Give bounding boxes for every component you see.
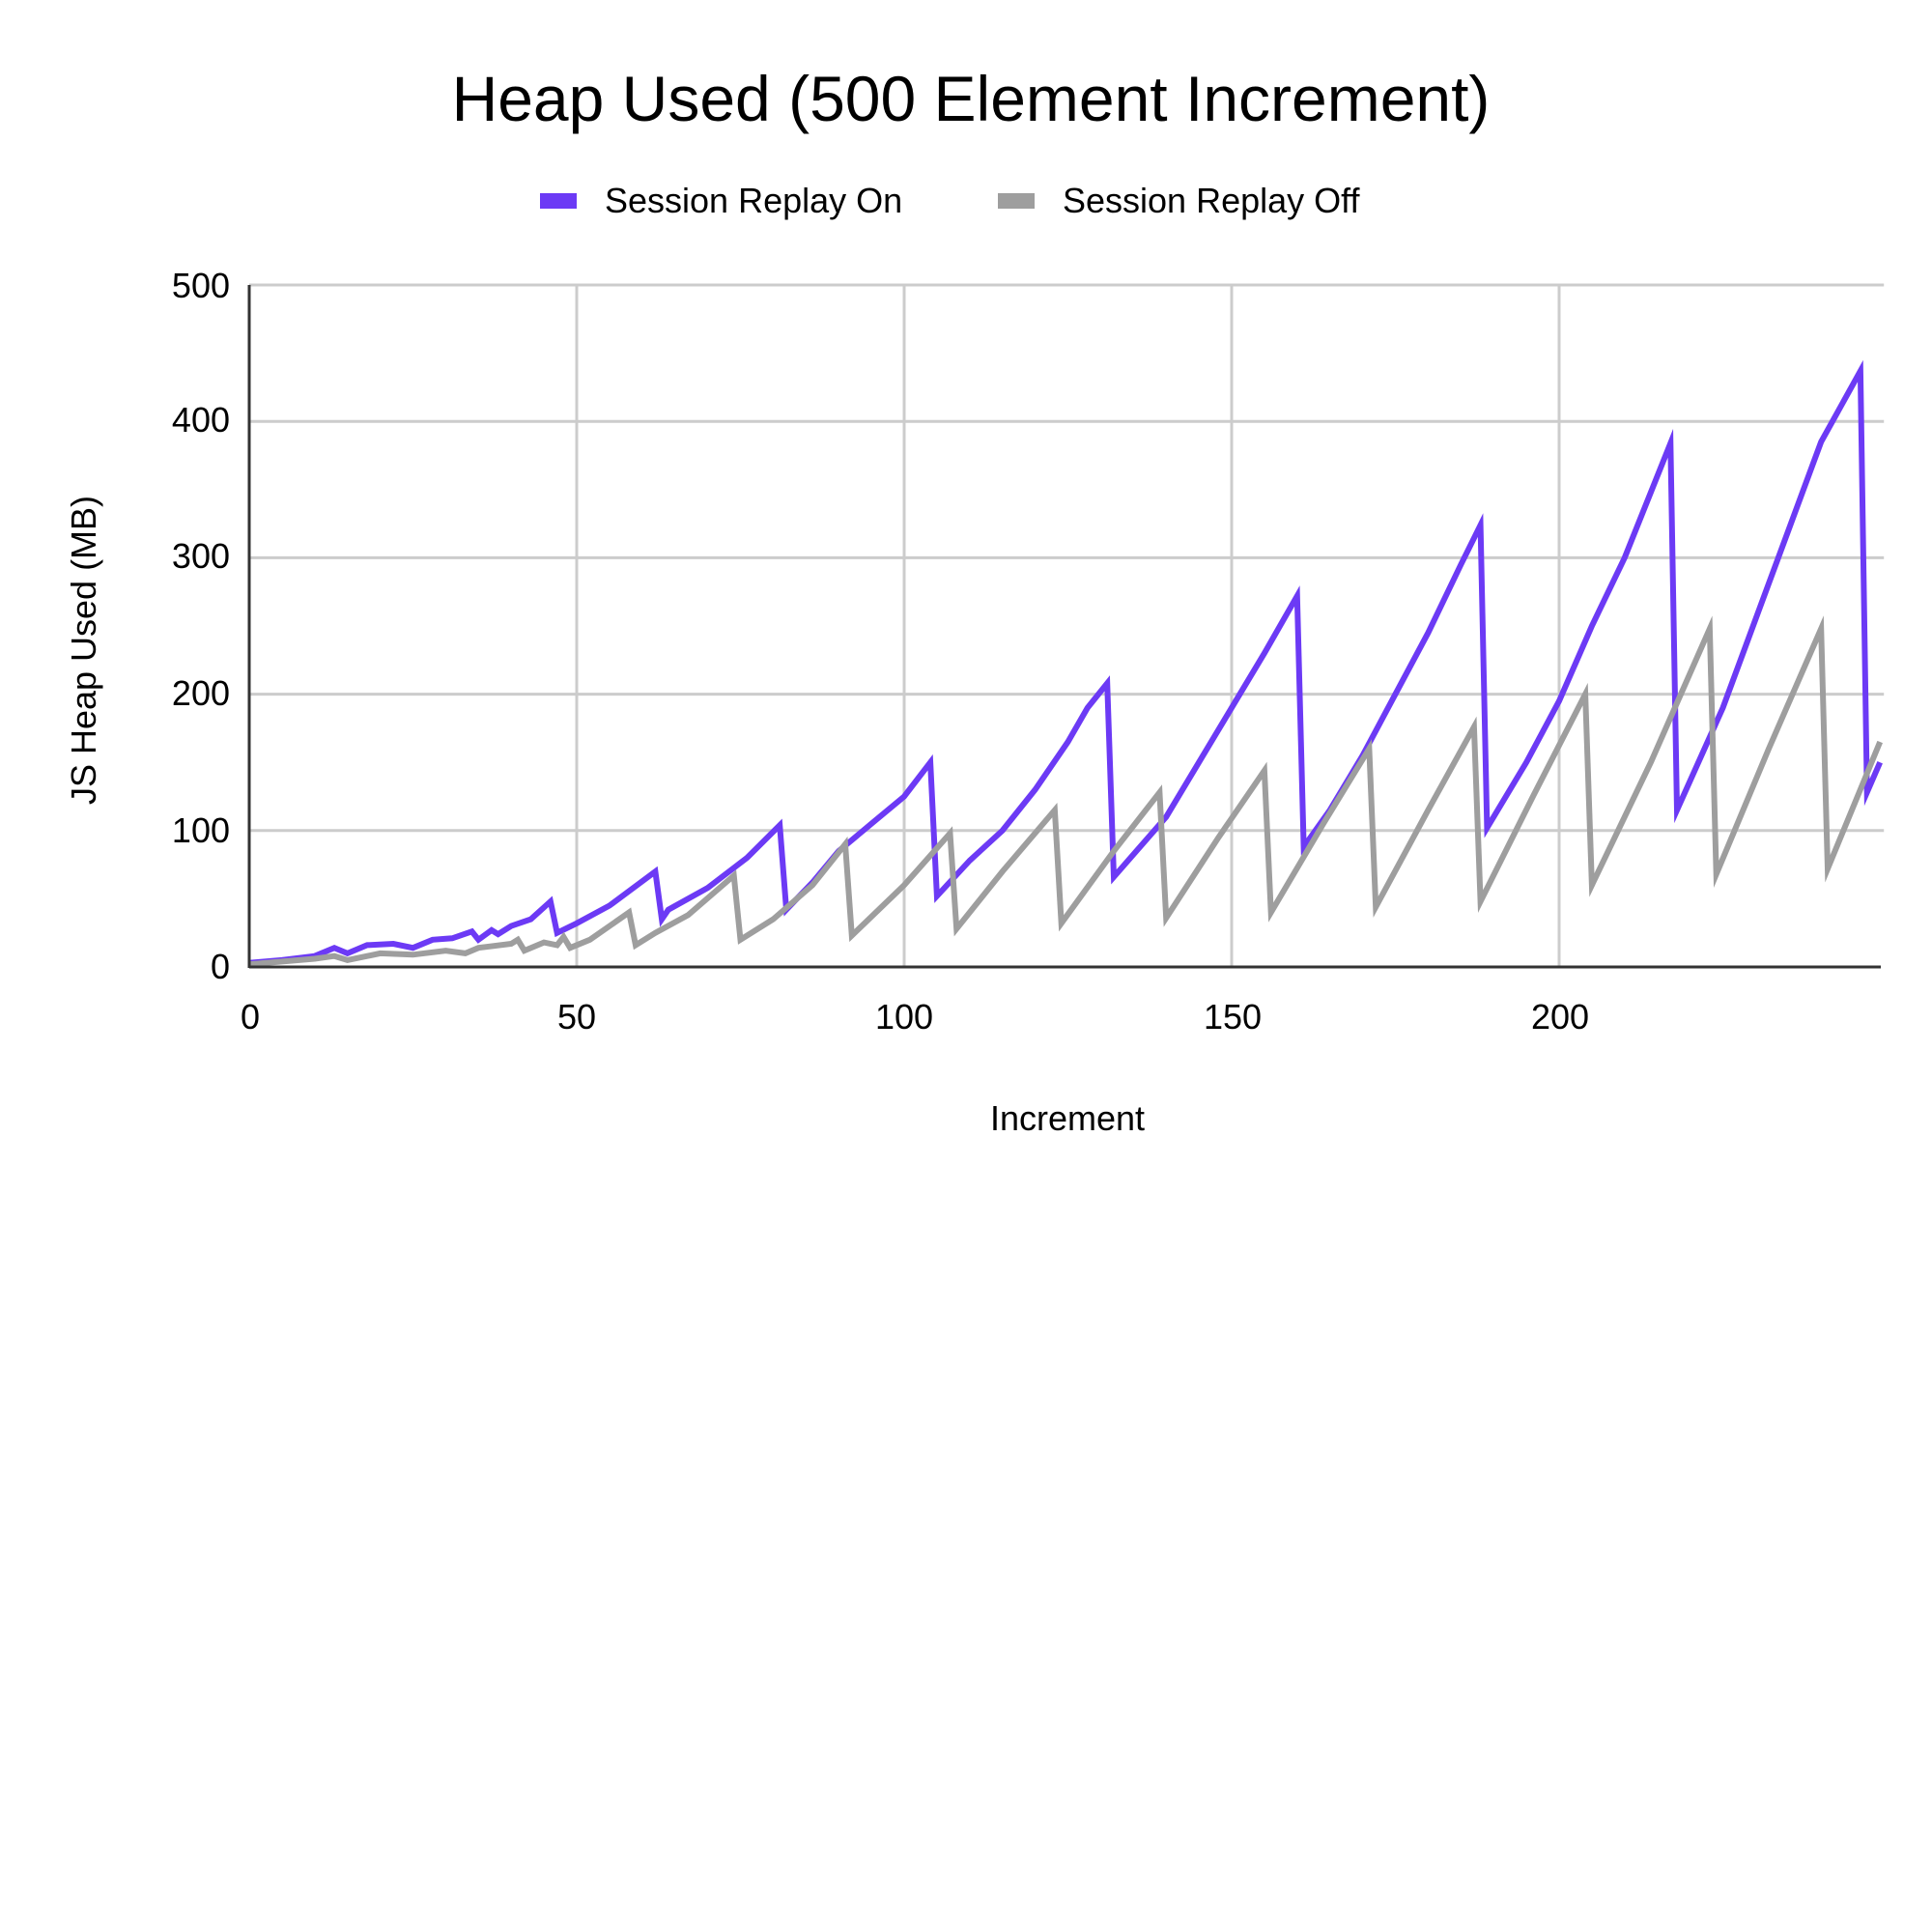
- y-tick: 100: [172, 810, 230, 850]
- y-tick: 200: [172, 673, 230, 713]
- y-tick-labels: 0 100 200 300 400 500: [172, 266, 230, 986]
- y-tick: 400: [172, 400, 230, 440]
- legend-item-off: Session Replay Off: [998, 180, 1360, 222]
- series-line-session-replay-on: [248, 359, 1883, 966]
- legend-swatch-icon-on: [540, 193, 577, 209]
- series-lines: [248, 359, 1883, 968]
- x-tick: 150: [1204, 997, 1262, 1037]
- legend: Session Replay On Session Replay Off: [0, 180, 1932, 222]
- legend-item-on: Session Replay On: [540, 180, 902, 222]
- chart-title: Heap Used (500 Element Increment): [451, 63, 1491, 134]
- x-axis-title: Increment: [990, 1098, 1145, 1138]
- x-tick: 0: [241, 997, 260, 1037]
- gridlines: [249, 283, 1885, 967]
- x-tick: 50: [557, 997, 596, 1037]
- legend-swatch-icon-off: [998, 193, 1035, 209]
- y-tick: 300: [172, 536, 230, 576]
- x-tick: 100: [875, 997, 933, 1037]
- legend-label-off: Session Replay Off: [1063, 181, 1360, 220]
- x-tick-labels: 0 50 100 150 200: [241, 997, 1589, 1037]
- y-tick: 0: [211, 947, 230, 986]
- y-tick: 500: [172, 266, 230, 305]
- legend-label-on: Session Replay On: [605, 181, 903, 220]
- series-line-session-replay-off: [248, 615, 1883, 968]
- x-tick: 200: [1531, 997, 1589, 1037]
- y-axis-title: JS Heap Used (MB): [64, 496, 103, 805]
